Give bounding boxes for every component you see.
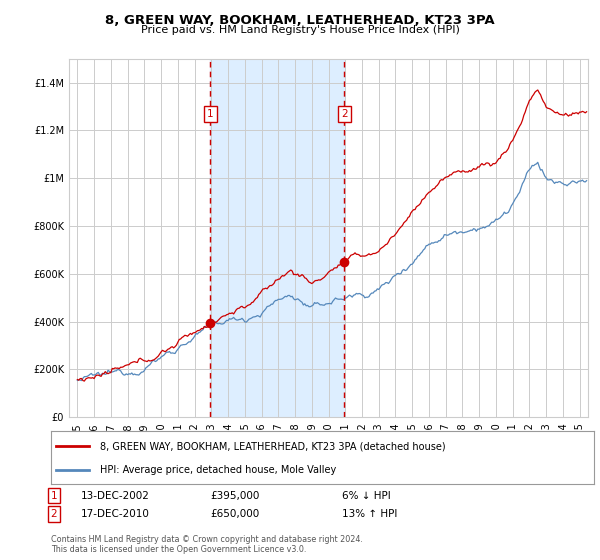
Text: 1: 1 xyxy=(50,491,58,501)
Text: 8, GREEN WAY, BOOKHAM, LEATHERHEAD, KT23 3PA (detached house): 8, GREEN WAY, BOOKHAM, LEATHERHEAD, KT23… xyxy=(100,441,445,451)
Text: 8, GREEN WAY, BOOKHAM, LEATHERHEAD, KT23 3PA: 8, GREEN WAY, BOOKHAM, LEATHERHEAD, KT23… xyxy=(105,14,495,27)
Text: 2: 2 xyxy=(50,509,58,519)
Text: 2: 2 xyxy=(341,109,348,119)
Text: 17-DEC-2010: 17-DEC-2010 xyxy=(81,509,150,519)
Text: 13% ↑ HPI: 13% ↑ HPI xyxy=(342,509,397,519)
Text: Contains HM Land Registry data © Crown copyright and database right 2024.
This d: Contains HM Land Registry data © Crown c… xyxy=(51,535,363,554)
Text: £395,000: £395,000 xyxy=(210,491,259,501)
Text: 1: 1 xyxy=(207,109,214,119)
Text: £650,000: £650,000 xyxy=(210,509,259,519)
Text: Price paid vs. HM Land Registry's House Price Index (HPI): Price paid vs. HM Land Registry's House … xyxy=(140,25,460,35)
Bar xyxy=(211,59,344,417)
Text: 13-DEC-2002: 13-DEC-2002 xyxy=(81,491,150,501)
Text: 6% ↓ HPI: 6% ↓ HPI xyxy=(342,491,391,501)
Text: HPI: Average price, detached house, Mole Valley: HPI: Average price, detached house, Mole… xyxy=(100,464,336,474)
